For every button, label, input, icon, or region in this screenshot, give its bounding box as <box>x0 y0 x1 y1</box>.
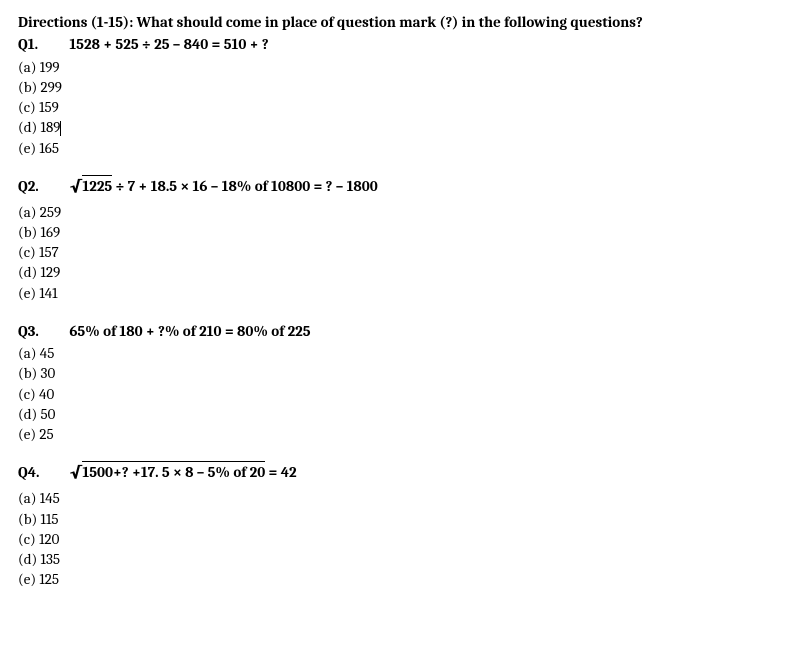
question-3-text: 65% of 180 + ?% of 210 = 80% of 225 <box>69 322 310 340</box>
question-2-text: √1225 ÷ 7 + 18.5 × 16 – 18% of 10800 = ?… <box>69 177 377 195</box>
question-4-option-a: (a) 145 <box>18 488 782 508</box>
question-2-line: Q2. √1225 ÷ 7 + 18.5 × 16 – 18% of 10800… <box>18 176 782 200</box>
question-1-text: 1528 + 525 ÷ 25 – 840 = 510 + ? <box>69 35 268 53</box>
question-4-text: √1500+? +17. 5 × 8 – 5% of 20 = 42 <box>69 463 296 481</box>
question-3-option-c: (c) 40 <box>18 384 782 404</box>
question-3-line: Q3. 65% of 180 + ?% of 210 = 80% of 225 <box>18 321 782 341</box>
question-1-option-b: (b) 299 <box>18 77 782 97</box>
question-1-option-d: (d) 189 <box>18 117 782 137</box>
after-sqrt-text: = 42 <box>265 463 296 481</box>
question-4: Q4. √1500+? +17. 5 × 8 – 5% of 20 = 42 (… <box>18 462 782 589</box>
question-2-option-e: (e) 141 <box>18 283 782 303</box>
question-4-option-b: (b) 115 <box>18 509 782 529</box>
question-3-option-e: (e) 25 <box>18 424 782 444</box>
question-2-option-b: (b) 169 <box>18 222 782 242</box>
question-2-option-c: (c) 157 <box>18 242 782 262</box>
question-2: Q2. √1225 ÷ 7 + 18.5 × 16 – 18% of 10800… <box>18 176 782 303</box>
sqrt-content: 1500+? +17. 5 × 8 – 5% of 20 <box>82 461 265 481</box>
question-4-option-c: (c) 120 <box>18 529 782 549</box>
directions-text: Directions (1-15): What should come in p… <box>18 12 782 32</box>
question-3-option-b: (b) 30 <box>18 363 782 383</box>
text-cursor-icon <box>60 121 61 136</box>
question-2-option-d: (d) 129 <box>18 262 782 282</box>
option-d-text: (d) 189 <box>18 118 60 136</box>
question-2-number: Q2. <box>18 176 66 196</box>
question-3: Q3. 65% of 180 + ?% of 210 = 80% of 225 … <box>18 321 782 445</box>
question-4-number: Q4. <box>18 462 66 482</box>
radical-icon: √ <box>69 178 82 197</box>
question-1-option-e: (e) 165 <box>18 138 782 158</box>
sqrt-content: 1225 <box>82 175 112 195</box>
question-3-option-a: (a) 45 <box>18 343 782 363</box>
question-4-option-d: (d) 135 <box>18 549 782 569</box>
question-2-option-a: (a) 259 <box>18 202 782 222</box>
question-1-option-a: (a) 199 <box>18 57 782 77</box>
question-3-number: Q3. <box>18 321 66 341</box>
question-1-option-c: (c) 159 <box>18 97 782 117</box>
after-sqrt-text: ÷ 7 + 18.5 × 16 – 18% of 10800 = ? – 180… <box>112 177 378 195</box>
question-1: Q1. 1528 + 525 ÷ 25 – 840 = 510 + ? (a) … <box>18 34 782 158</box>
question-4-option-e: (e) 125 <box>18 569 782 589</box>
radical-icon: √ <box>69 464 82 483</box>
question-1-line: Q1. 1528 + 525 ÷ 25 – 840 = 510 + ? <box>18 34 782 54</box>
question-3-option-d: (d) 50 <box>18 404 782 424</box>
question-1-number: Q1. <box>18 34 66 54</box>
question-4-line: Q4. √1500+? +17. 5 × 8 – 5% of 20 = 42 <box>18 462 782 486</box>
